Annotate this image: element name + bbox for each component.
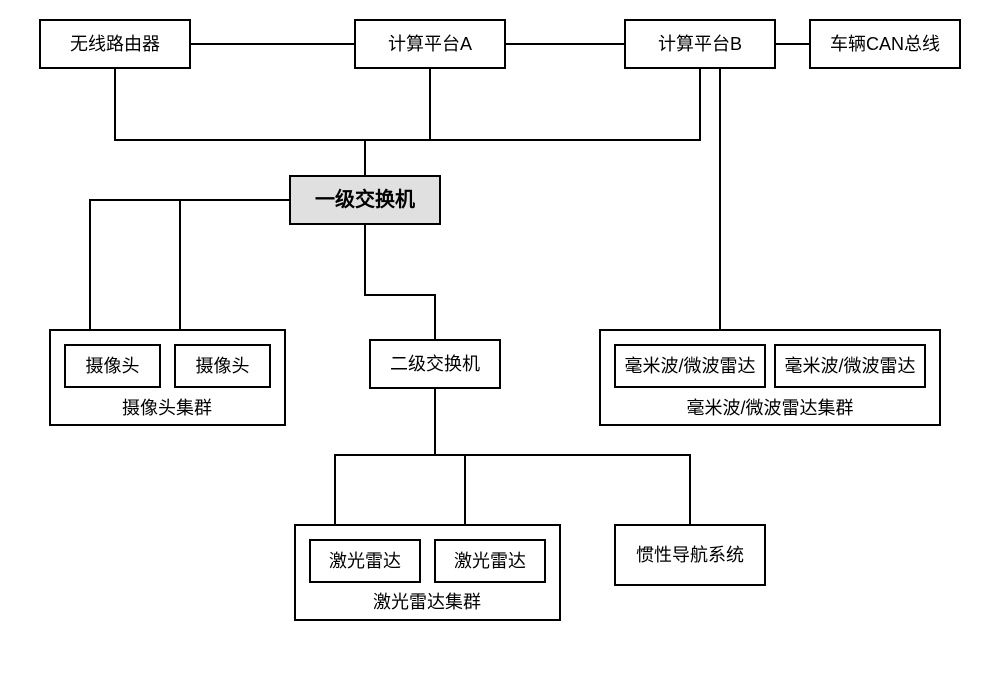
camera_cluster-label: 摄像头集群 bbox=[122, 398, 212, 418]
node-radar1-label: 毫米波/微波雷达 bbox=[624, 356, 755, 376]
node-canbus-label: 车辆CAN总线 bbox=[830, 34, 940, 54]
edge-switch1–switch2 bbox=[365, 224, 435, 340]
node-radar1: 毫米波/微波雷达 bbox=[615, 345, 765, 387]
edge-switch2–ins bbox=[435, 455, 690, 525]
node-lidar2-label: 激光雷达 bbox=[454, 551, 526, 571]
network-topology-diagram: 摄像头集群 毫米波/微波雷达集群激光雷达集群 无线路由器 计算平台A 计算平台B 车辆C… bbox=[0, 0, 1000, 685]
node-camera2-label: 摄像头 bbox=[196, 356, 250, 376]
node-switch2: 二级交换机 bbox=[370, 340, 500, 388]
edge-router–switch1 bbox=[115, 68, 365, 140]
node-platformB: 计算平台B bbox=[625, 20, 775, 68]
node-switch1: 一级交换机 bbox=[290, 176, 440, 224]
node-camera2: 摄像头 bbox=[175, 345, 270, 387]
node-camera1: 摄像头 bbox=[65, 345, 160, 387]
node-radar2-label: 毫米波/微波雷达 bbox=[784, 356, 915, 376]
node-ins: 惯性导航系统 bbox=[615, 525, 765, 585]
edge-switch1–camera_cluster bbox=[90, 200, 290, 330]
nodes-layer: 无线路由器计算平台A计算平台B车辆CAN总线一级交换机摄像头摄像头二级交换机毫米… bbox=[40, 20, 960, 585]
node-canbus: 车辆CAN总线 bbox=[810, 20, 960, 68]
node-platformA: 计算平台A bbox=[355, 20, 505, 68]
lidar_cluster-label: 激光雷达集群 bbox=[373, 592, 481, 612]
node-platformB-label: 计算平台B bbox=[658, 34, 742, 54]
node-lidar1: 激光雷达 bbox=[310, 540, 420, 582]
edge-switch2–lidar_cluster bbox=[335, 388, 435, 525]
node-switch1-label: 一级交换机 bbox=[315, 187, 415, 211]
edges-layer bbox=[90, 44, 810, 525]
node-router-label: 无线路由器 bbox=[70, 34, 160, 54]
node-radar2: 毫米波/微波雷达 bbox=[775, 345, 925, 387]
node-platformA-label: 计算平台A bbox=[388, 34, 472, 54]
node-camera1-label: 摄像头 bbox=[86, 356, 140, 376]
node-ins-label: 惯性导航系统 bbox=[636, 545, 744, 565]
node-lidar2: 激光雷达 bbox=[435, 540, 545, 582]
node-router: 无线路由器 bbox=[40, 20, 190, 68]
edge-platformB–switch1 bbox=[365, 68, 700, 140]
edge-platformA–switch1 bbox=[365, 68, 430, 176]
radar_cluster-label: 毫米波/微波雷达集群 bbox=[686, 398, 853, 418]
node-switch2-label: 二级交换机 bbox=[390, 354, 480, 374]
node-lidar1-label: 激光雷达 bbox=[329, 551, 401, 571]
